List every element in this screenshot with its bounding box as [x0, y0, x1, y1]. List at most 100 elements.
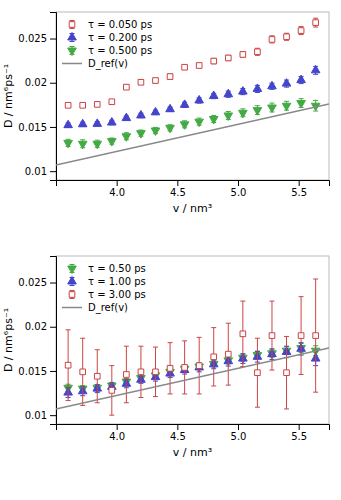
- point: [78, 119, 87, 126]
- legend-label: τ = 0.500 ps: [88, 45, 152, 56]
- point: [211, 354, 217, 360]
- error-bar: [226, 55, 231, 60]
- point: [64, 120, 73, 127]
- point: [240, 52, 246, 58]
- point: [239, 87, 248, 94]
- series: [64, 344, 320, 394]
- point: [255, 49, 261, 55]
- error-bar: [80, 338, 85, 405]
- point: [195, 362, 204, 369]
- legend-item: τ = 0.200 ps: [68, 32, 152, 43]
- series: [64, 343, 320, 398]
- error-bar: [226, 323, 231, 385]
- legend-label: D_ref(v): [88, 302, 128, 314]
- error-bar: [197, 363, 202, 369]
- error-bar: [182, 341, 187, 394]
- point: [282, 79, 291, 86]
- point: [298, 28, 304, 34]
- x-tick-label: 5.0: [231, 187, 247, 198]
- y-tick: 0.02: [25, 77, 56, 88]
- legend: τ = 0.50 ps τ = 1.00 ps τ = 3.00 ps D_ref(v…: [62, 263, 146, 314]
- y-tick-label: 0.01: [25, 166, 47, 177]
- x-tick: 4.0: [109, 424, 125, 442]
- x-tick-label: 5.5: [291, 187, 307, 198]
- y-tick-mark: [50, 39, 56, 40]
- point: [284, 34, 290, 40]
- line: [56, 104, 329, 165]
- point: [180, 122, 189, 129]
- point: [196, 363, 202, 369]
- x-tick-label: 5.0: [231, 431, 247, 442]
- error-bar: [95, 102, 100, 106]
- y-tick-label: 0.025: [18, 277, 47, 288]
- error-bar: [255, 338, 260, 407]
- point: [64, 140, 73, 147]
- point: [93, 119, 102, 126]
- legend-symbol: [69, 22, 75, 28]
- plot-area: [56, 279, 329, 415]
- point: [65, 362, 71, 368]
- legend-symbol: [68, 266, 77, 273]
- point: [195, 95, 204, 102]
- x-axis-title: v / nm³: [173, 446, 212, 459]
- legend-line: [62, 63, 82, 65]
- error-bar: [197, 337, 202, 394]
- x-tick-mark: [117, 180, 118, 186]
- point: [94, 102, 100, 108]
- legend-error-bar: [70, 291, 75, 299]
- legend-item: τ = 1.00 ps: [68, 276, 146, 287]
- error-bar: [109, 366, 114, 416]
- x-tick: 5.5: [291, 180, 307, 198]
- point: [239, 110, 248, 117]
- point: [153, 78, 159, 84]
- y-tick-mark: [50, 283, 56, 284]
- point: [253, 108, 262, 115]
- point: [211, 58, 217, 64]
- legend-symbol: [68, 277, 77, 284]
- y-tick-mark: [50, 415, 56, 416]
- point: [282, 103, 291, 110]
- series: [64, 99, 320, 149]
- y-axis: 0.01 0.015 0.02 0.025: [18, 257, 56, 425]
- point: [269, 37, 275, 43]
- x-tick: 4.0: [109, 180, 125, 198]
- x-tick: 5.0: [231, 180, 247, 198]
- legend-label: τ = 0.200 ps: [88, 32, 152, 43]
- point: [225, 55, 231, 61]
- point: [167, 365, 173, 371]
- point: [209, 117, 218, 124]
- point: [109, 388, 115, 394]
- y-tick-mark: [50, 371, 56, 372]
- y-axis-title: D / nm⁶ps⁻¹: [2, 308, 15, 372]
- error-bar: [168, 343, 173, 394]
- x-tick: 5.5: [291, 424, 307, 442]
- series: [64, 65, 320, 127]
- x-tick: 4.5: [170, 180, 186, 198]
- legend: τ = 0.050 psτ = 0.200 psτ = 0.500 psD_re…: [62, 19, 152, 70]
- y-tick: 0.02: [25, 321, 56, 332]
- legend-error-bar: [70, 21, 75, 29]
- x-tick-mark: [117, 424, 118, 430]
- point: [151, 107, 160, 114]
- point: [225, 351, 231, 357]
- y-tick-mark: [50, 171, 56, 172]
- x-tick-mark: [299, 180, 300, 186]
- point: [284, 370, 290, 376]
- y-tick-mark: [50, 127, 56, 128]
- legend-item: τ = 3.00 ps: [69, 289, 146, 300]
- point: [195, 119, 204, 126]
- y-tick-label: 0.015: [18, 366, 47, 377]
- y-axis-title: D / nm⁶ps⁻¹: [2, 64, 15, 128]
- error-bar: [211, 328, 216, 386]
- y-tick: 0.01: [25, 166, 56, 177]
- error-bar: [255, 48, 260, 55]
- legend-line: [62, 307, 82, 309]
- point: [298, 333, 304, 339]
- error-bar: [313, 279, 318, 392]
- point: [297, 75, 306, 82]
- y-tick-mark: [50, 327, 56, 328]
- legend-item: τ = 0.50 ps: [68, 263, 146, 274]
- y-tick: 0.025: [18, 33, 56, 44]
- legend-symbol: [68, 33, 77, 40]
- y-tick: 0.01: [25, 410, 56, 421]
